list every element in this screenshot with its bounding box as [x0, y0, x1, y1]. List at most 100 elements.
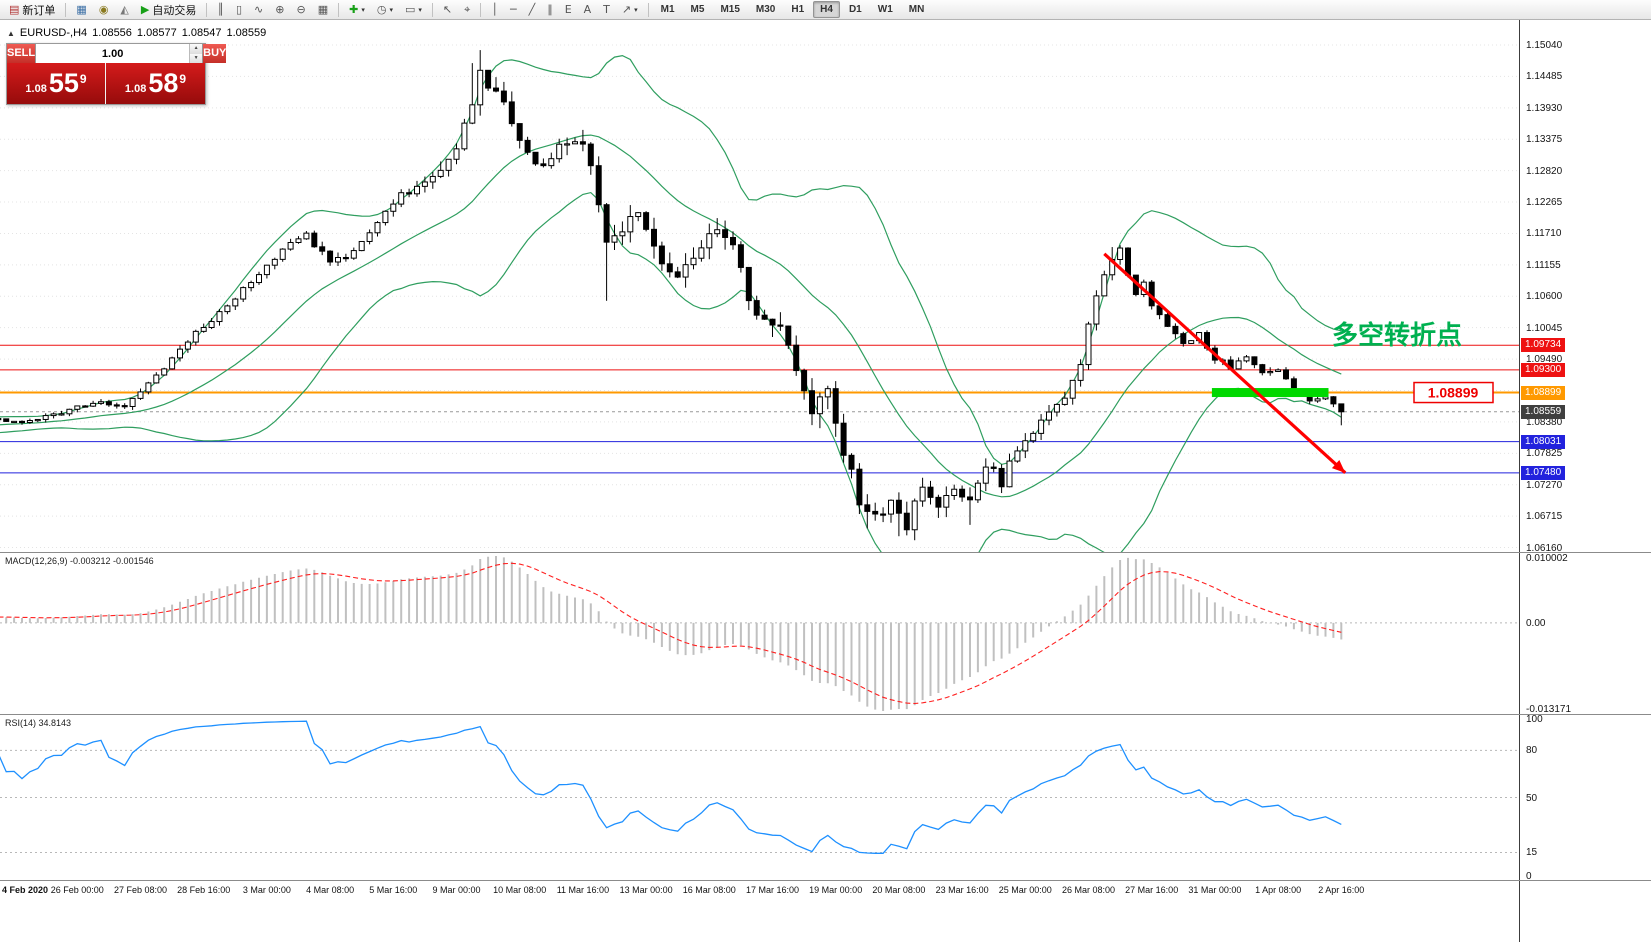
- price-axis-label: 50: [1526, 792, 1538, 804]
- pane-separator-main-macd[interactable]: [0, 552, 1651, 553]
- timeframe-w1-button[interactable]: W1: [877, 4, 893, 15]
- autotrading-icon: ▶: [140, 3, 150, 16]
- chart-annotations: 多空转折点 1.08899: [1103, 252, 1494, 475]
- crosshair-button[interactable]: ⌖: [459, 1, 475, 18]
- toolbar-separator: [647, 2, 649, 17]
- time-axis[interactable]: 4 Feb 2020 26 Feb 00:00 27 Feb 08:00 28 Feb…: [0, 881, 1519, 903]
- timeframe-m5-button[interactable]: M5: [690, 4, 705, 15]
- toolbar-separator: [206, 2, 208, 17]
- zoom-in-button[interactable]: ⊕: [270, 1, 289, 18]
- price-axis-label: 1.12265: [1526, 197, 1563, 209]
- zoom-out-button[interactable]: ⊖: [291, 1, 310, 18]
- arrows-button[interactable]: ↗ ▾: [617, 1, 643, 18]
- volume-down-icon[interactable]: ▼: [190, 53, 203, 63]
- channel-icon: ∥: [547, 3, 553, 16]
- price-axis-label: 0.010002: [1526, 553, 1568, 564]
- price-axis[interactable]: 1.15040 1.14485 1.13930 1.13375 1.12820 1.122…: [1519, 20, 1651, 942]
- pane-separator-macd-rsi[interactable]: [0, 714, 1651, 715]
- toolbar-separator: [431, 2, 433, 17]
- zoom-out-icon: ⊖: [296, 3, 306, 16]
- timeframe-mn-button[interactable]: MN: [908, 4, 925, 15]
- dropdown-caret-icon: ▾: [418, 6, 422, 14]
- price-axis-label: 1.10600: [1526, 291, 1563, 303]
- time-axis-label: 9 Mar 00:00: [432, 885, 481, 895]
- new-order-button-label: 新订单: [22, 4, 56, 17]
- text-button[interactable]: A: [579, 1, 597, 18]
- autotrading-button-label: 自动交易: [152, 4, 197, 17]
- volume-up-icon[interactable]: ▲: [190, 44, 203, 54]
- new-order-button[interactable]: ▤ 新订单: [4, 1, 60, 18]
- text-label-button[interactable]: T: [598, 1, 615, 18]
- toolbar-separator: [338, 2, 340, 17]
- rsi-line: [0, 720, 1342, 854]
- price-level-chip: 1.08559: [1521, 404, 1566, 419]
- time-axis-label: 3 Mar 00:00: [242, 885, 291, 895]
- periods-button[interactable]: ◷ ▾: [372, 1, 398, 18]
- text-icon: A: [583, 3, 592, 16]
- cursor-icon: ↖: [442, 3, 453, 16]
- candlestick-chart-type-icon: ▯: [235, 3, 243, 16]
- horizontal-line-button[interactable]: ─: [505, 1, 522, 18]
- timeframe-h4-button[interactable]: H4: [813, 1, 840, 18]
- timeframe-h1-button[interactable]: H1: [791, 4, 805, 15]
- bollinger-bands[interactable]: [0, 54, 1342, 580]
- alert-sound-button[interactable]: ◭: [115, 1, 133, 18]
- price-axis-label: 1.07270: [1526, 479, 1563, 491]
- buy-price-sup: 9: [179, 71, 187, 86]
- support-zone-highlight[interactable]: [1211, 388, 1329, 398]
- collapse-oneclick-icon[interactable]: ▲: [7, 29, 15, 38]
- timeframe-m1-button[interactable]: M1: [660, 4, 675, 15]
- time-axis-label: 26 Feb 00:00: [50, 885, 104, 895]
- channel-button[interactable]: ∥: [542, 1, 558, 18]
- volume-input[interactable]: [36, 44, 190, 63]
- timeframe-m30-button[interactable]: M30: [755, 4, 776, 15]
- buy-price-prefix: 1.08: [124, 82, 147, 95]
- trendline-button[interactable]: ╱: [524, 1, 541, 18]
- indicators-button[interactable]: ✚ ▾: [344, 1, 370, 18]
- rsi-pane[interactable]: [0, 720, 1519, 854]
- price-axis-label: 1.13930: [1526, 102, 1563, 114]
- arrows-icon: ↗: [621, 3, 632, 16]
- bar-chart-type-button[interactable]: ║: [212, 1, 229, 18]
- ohlc-high: 1.08577: [136, 27, 177, 39]
- downtrend-arrow-head: [1331, 460, 1346, 473]
- sell-price-button[interactable]: 1.08 55 9: [7, 63, 106, 104]
- time-axis-label: 1 Apr 08:00: [1255, 885, 1302, 895]
- sell-button[interactable]: SELL: [7, 44, 36, 63]
- text-label-icon: T: [603, 3, 610, 16]
- price-axis-label: 1.13375: [1526, 134, 1563, 146]
- pane-separator-rsi-timeaxis: [0, 880, 1651, 881]
- macd-histogram: [5, 556, 1343, 711]
- buy-price-button[interactable]: 1.08 58 9: [106, 63, 205, 104]
- profiles-button[interactable]: ◉: [94, 1, 114, 18]
- main-toolbar: ▤ 新订单 ▦ ◉ ◭ ▶ 自动交易 ║ ▯ ∿ ⊕ ⊖ ▦ ✚ ▾ ◷ ▾ ▭ ▾ ↖ ⌖ │ ─ ╱ ∥ E A T ↗ ▾ M1 M5 M…: [0, 0, 1651, 20]
- turning-point-annotation[interactable]: 多空转折点: [1332, 320, 1462, 350]
- macd-pane[interactable]: [0, 556, 1519, 711]
- buy-button[interactable]: BUY: [203, 44, 227, 63]
- price-level-lines[interactable]: [0, 344, 1519, 474]
- ohlc-low: 1.08547: [181, 27, 222, 39]
- vertical-line-button[interactable]: │: [486, 1, 503, 18]
- buy-price-big: 58: [148, 68, 179, 98]
- chart-window-button[interactable]: ▦: [71, 1, 91, 18]
- timeframe-m15-button[interactable]: M15: [720, 4, 740, 15]
- templates-button[interactable]: ▭ ▾: [400, 1, 427, 18]
- timeframe-d1-button[interactable]: D1: [848, 4, 862, 15]
- candlestick-chart-type-button[interactable]: ▯: [231, 1, 247, 18]
- trendline-icon: ╱: [528, 3, 536, 16]
- vertical-line-icon: │: [491, 3, 498, 16]
- price-axis-label: -0.013171: [1526, 704, 1572, 715]
- line-chart-type-button[interactable]: ∿: [249, 1, 268, 18]
- downtrend-arrow-line[interactable]: [1103, 252, 1347, 475]
- tile-windows-button[interactable]: ▦: [313, 1, 333, 18]
- price-axis-label: 80: [1526, 745, 1538, 757]
- bollinger-lo-band: [0, 191, 1342, 552]
- cursor-button[interactable]: ↖: [438, 1, 457, 18]
- time-axis-label: 10 Mar 08:00: [493, 885, 547, 895]
- elliott-wave-button[interactable]: E: [560, 1, 577, 18]
- price-axis-label: 1.06715: [1526, 511, 1563, 523]
- price-callout-box[interactable]: [1413, 381, 1494, 404]
- autotrading-button[interactable]: ▶ 自动交易: [136, 1, 201, 18]
- price-axis-label: 1.15040: [1526, 40, 1563, 51]
